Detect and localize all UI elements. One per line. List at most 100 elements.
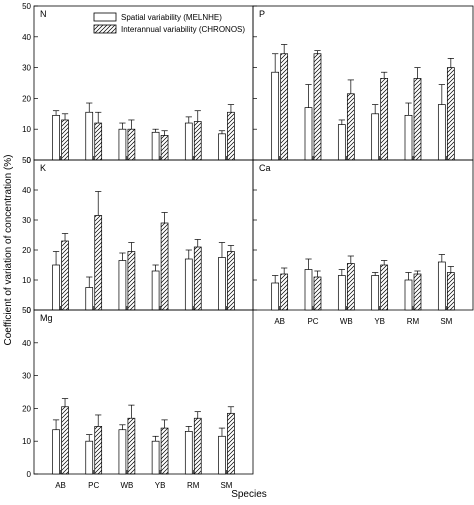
x-tick-label-mg: AB — [55, 481, 66, 490]
x-tick-label-mg: SM — [220, 481, 232, 490]
bar-mg-ab-interannual — [61, 406, 69, 475]
bar-ca-ab-interannual — [280, 273, 289, 311]
bar-p-sm-interannual — [446, 67, 455, 161]
y-tick-label-n: 10 — [22, 125, 31, 134]
bar-n-pc-spatial — [85, 111, 94, 161]
y-tick-label-k: 50 — [22, 156, 31, 165]
bar-mg-rm-spatial — [184, 431, 193, 475]
y-tick-label-mg: 10 — [22, 437, 31, 446]
bar-ca-sm-spatial — [437, 261, 446, 311]
x-tick-label-ca: SM — [440, 317, 452, 326]
bar-k-wb-interannual — [127, 251, 136, 311]
x-tick-label-ca: YB — [374, 317, 385, 326]
legend-swatch-open — [93, 12, 117, 22]
bar-ca-yb-spatial — [371, 275, 380, 311]
bar-mg-wb-spatial — [118, 429, 127, 475]
bar-k-yb-spatial — [151, 270, 160, 311]
bar-n-yb-interannual — [160, 135, 169, 161]
legend-label-spatial: Spatial variability (MELNHE) — [121, 13, 222, 22]
bar-ca-rm-interannual — [413, 273, 422, 311]
bar-mg-yb-interannual — [160, 427, 169, 475]
bar-mg-sm-interannual — [227, 412, 235, 475]
bar-p-pc-spatial — [304, 107, 313, 161]
bar-k-pc-spatial — [85, 287, 94, 311]
y-tick-label-mg: 20 — [22, 404, 31, 413]
x-tick-label-ca: PC — [307, 317, 318, 326]
x-tick-label-mg: WB — [120, 481, 133, 490]
legend: Spatial variability (MELNHE) Interannual… — [93, 12, 245, 34]
bar-p-wb-interannual — [346, 93, 355, 161]
bar-p-wb-spatial — [337, 124, 346, 161]
y-tick-label-k: 40 — [22, 186, 31, 195]
bar-k-sm-spatial — [218, 257, 226, 311]
panel-n: 0 10 20 30 40 50 N — [22, 2, 254, 165]
y-tick-label-n: 40 — [22, 33, 31, 42]
bar-n-wb-spatial — [118, 128, 127, 161]
bar-ca-wb-interannual — [346, 263, 355, 311]
panel-letter-k: K — [40, 163, 46, 173]
panel-letter-ca: Ca — [259, 163, 271, 173]
y-axis-title: Coefficient of variation of concentratio… — [3, 154, 14, 345]
x-axis-title: Species — [231, 489, 267, 500]
panel-ca: Ca AB PC WB YB RM SM — [252, 159, 474, 326]
bar-p-rm-interannual — [413, 78, 422, 161]
bar-k-rm-interannual — [193, 246, 202, 311]
y-tick-label-k: 20 — [22, 246, 31, 255]
bar-ca-pc-spatial — [304, 269, 313, 311]
bar-p-sm-spatial — [437, 104, 446, 161]
bar-k-wb-spatial — [118, 260, 127, 311]
bar-n-rm-interannual — [193, 121, 202, 161]
legend-label-interannual: Interannual variability (CHRONOS) — [121, 25, 245, 34]
y-tick-label-mg: 40 — [22, 339, 31, 348]
panel-frame-ca — [252, 159, 474, 311]
bar-p-ab-interannual — [280, 53, 289, 161]
x-tick-label-ca: AB — [274, 317, 285, 326]
bar-ca-ab-spatial — [271, 282, 280, 311]
y-tick-label-n: 0 — [27, 156, 32, 165]
bar-mg-ab-spatial — [52, 429, 60, 475]
panel-p: P — [252, 5, 474, 161]
bar-ca-yb-interannual — [380, 264, 389, 311]
bar-k-sm-interannual — [227, 251, 235, 311]
bar-n-ab-spatial — [52, 114, 60, 161]
bar-n-sm-spatial — [218, 133, 226, 161]
bar-mg-pc-interannual — [94, 426, 103, 475]
bar-p-yb-spatial — [371, 113, 380, 161]
y-tick-label-mg: 30 — [22, 372, 31, 381]
panel-letter-p: P — [259, 9, 265, 19]
panel-letter-n: N — [40, 9, 47, 19]
bar-k-rm-spatial — [184, 258, 193, 311]
bar-n-sm-interannual — [227, 111, 235, 161]
bar-n-pc-interannual — [94, 122, 103, 161]
bar-n-wb-interannual — [127, 128, 136, 161]
bar-ca-wb-spatial — [337, 275, 346, 311]
bar-n-ab-interannual — [61, 119, 69, 161]
legend-swatch-hatched — [93, 24, 117, 34]
x-tick-label-ca: RM — [407, 317, 420, 326]
bar-k-pc-interannual — [94, 215, 103, 311]
panel-letter-mg: Mg — [40, 313, 53, 323]
y-tick-label-mg: 50 — [22, 306, 31, 315]
bar-mg-sm-spatial — [218, 435, 226, 475]
y-tick-label-k: 30 — [22, 216, 31, 225]
y-tick-label-k: 0 — [27, 306, 32, 315]
bar-p-yb-interannual — [380, 78, 389, 161]
bar-mg-yb-spatial — [151, 440, 160, 475]
bar-p-rm-spatial — [404, 114, 413, 161]
bar-k-ab-spatial — [52, 264, 60, 311]
panels-layer: 0 10 20 30 40 50 N P 0 10 20 30 40 50 K Ca AB PC WB YB RM SM 0… — [22, 2, 474, 490]
bar-ca-rm-spatial — [404, 279, 413, 311]
bar-ca-pc-interannual — [313, 276, 322, 311]
bar-p-pc-interannual — [313, 53, 322, 161]
panel-k: 0 10 20 30 40 50 K — [22, 156, 254, 315]
bar-mg-pc-spatial — [85, 440, 94, 475]
bar-n-rm-spatial — [184, 122, 193, 161]
y-tick-label-k: 10 — [22, 276, 31, 285]
x-tick-label-mg: PC — [88, 481, 99, 490]
x-tick-label-ca: WB — [340, 317, 353, 326]
panel-frame-mg — [33, 309, 254, 475]
bar-mg-wb-interannual — [127, 417, 136, 475]
bar-ca-sm-interannual — [446, 272, 455, 311]
y-tick-label-n: 30 — [22, 64, 31, 73]
